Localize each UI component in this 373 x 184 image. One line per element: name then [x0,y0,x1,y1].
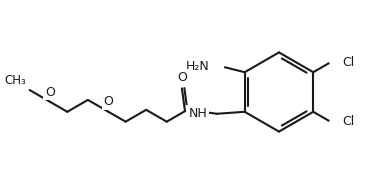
Text: O: O [45,86,55,98]
Text: O: O [178,71,187,84]
Text: CH₃: CH₃ [4,74,26,87]
Text: Cl: Cl [342,56,355,69]
Text: H₂N: H₂N [185,60,209,73]
Text: NH: NH [188,107,207,120]
Text: O: O [104,95,113,108]
Text: Cl: Cl [342,115,355,128]
